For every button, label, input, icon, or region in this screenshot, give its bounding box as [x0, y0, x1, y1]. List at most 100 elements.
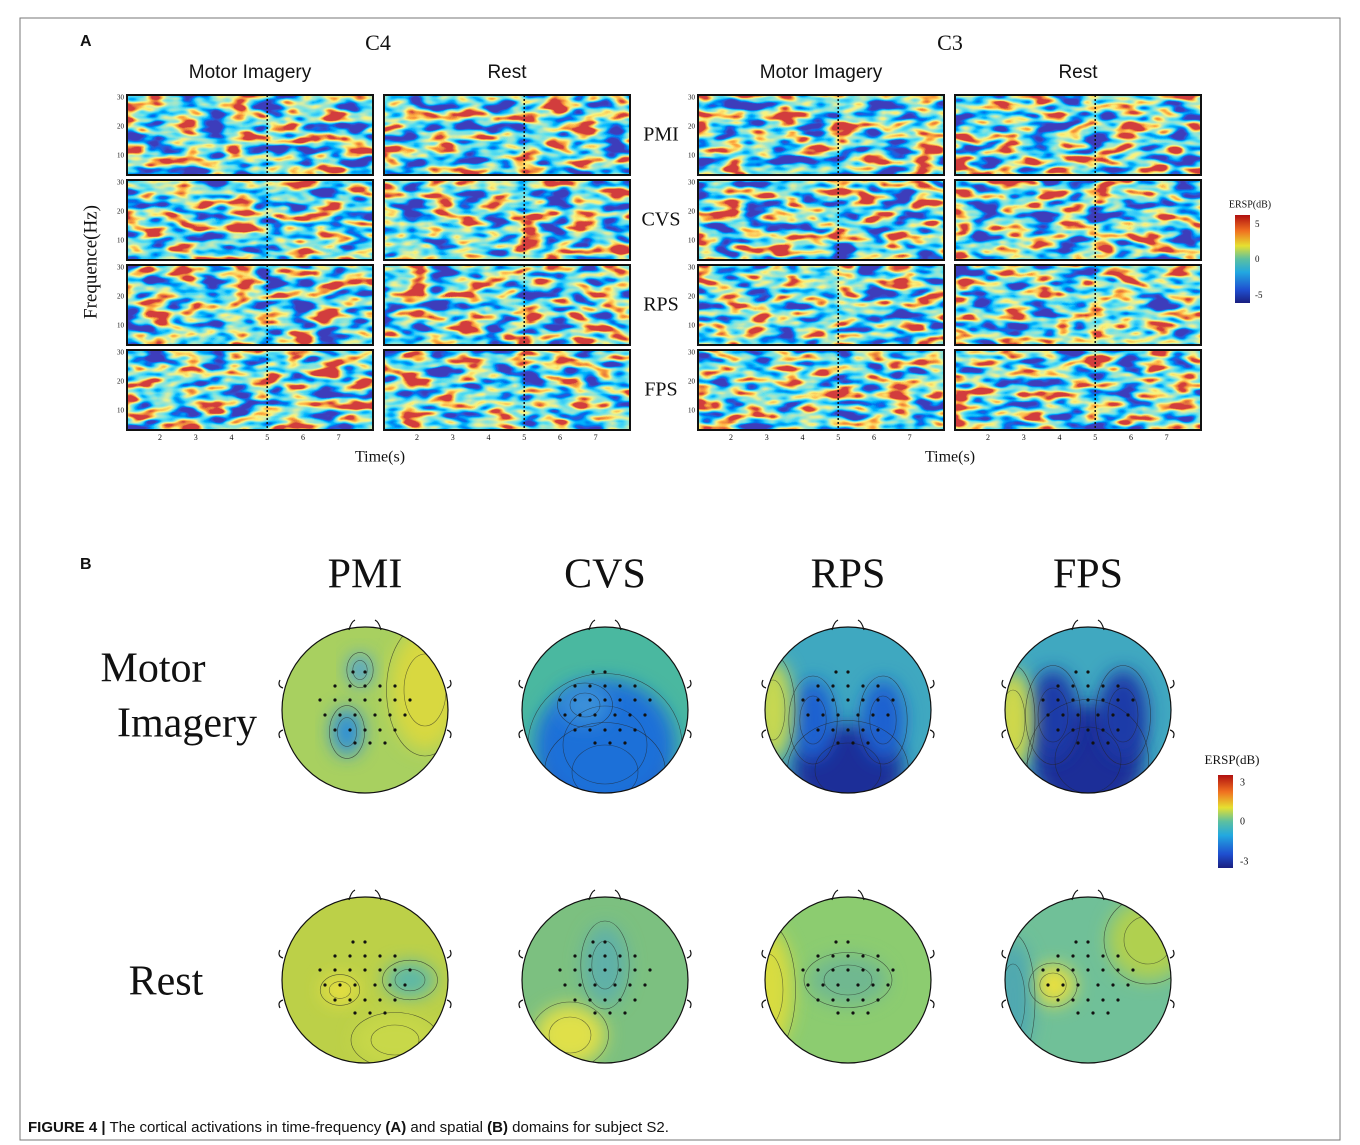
electrode — [603, 684, 606, 687]
electrode — [1111, 983, 1114, 986]
electrode — [378, 684, 381, 687]
electrode — [1116, 698, 1119, 701]
electrode — [1041, 698, 1044, 701]
y-tick-label: 30 — [688, 349, 696, 357]
electrode — [363, 940, 366, 943]
electrode — [393, 954, 396, 957]
electrode — [368, 1011, 371, 1014]
y-tick-label: 10 — [688, 407, 696, 415]
electrode — [876, 728, 879, 731]
electrode — [856, 713, 859, 716]
colorbar-tick: 0 — [1240, 816, 1245, 827]
electrode — [821, 983, 824, 986]
electrode — [333, 698, 336, 701]
electrode — [393, 728, 396, 731]
electrode — [578, 713, 581, 716]
topomap-region — [1031, 965, 1075, 1005]
electrode — [363, 728, 366, 731]
electrode — [886, 983, 889, 986]
x-tick-label: 4 — [229, 433, 233, 442]
condition-title: Rest — [487, 62, 527, 83]
channel-title: C3 — [937, 30, 963, 55]
electrode — [816, 954, 819, 957]
electrode — [1101, 684, 1104, 687]
electrode — [363, 698, 366, 701]
electrode — [1076, 983, 1079, 986]
electrode — [403, 983, 406, 986]
electrode — [1046, 713, 1049, 716]
electrode — [573, 684, 576, 687]
electrode — [588, 968, 591, 971]
x-tick-label: 6 — [872, 433, 876, 442]
electrode — [831, 698, 834, 701]
electrode — [1126, 713, 1129, 716]
topomap-region — [331, 708, 363, 756]
electrode — [588, 698, 591, 701]
electrode — [1074, 940, 1077, 943]
electrode — [363, 684, 366, 687]
x-tick-label: 7 — [594, 433, 598, 442]
x-tick-label: 3 — [1022, 433, 1026, 442]
electrode — [846, 940, 849, 943]
electrode — [643, 983, 646, 986]
electrode — [1111, 713, 1114, 716]
colorbar-tick: 0 — [1255, 254, 1260, 264]
x-tick-label: 2 — [158, 433, 162, 442]
electrode — [1061, 983, 1064, 986]
electrode — [836, 1011, 839, 1014]
topomap — [991, 627, 1171, 821]
electrode — [593, 713, 596, 716]
electrode — [393, 998, 396, 1001]
y-tick-label: 30 — [117, 349, 125, 357]
electrode — [648, 968, 651, 971]
x-tick-label: 3 — [765, 433, 769, 442]
electrode — [1071, 728, 1074, 731]
electrode — [801, 698, 804, 701]
electrode — [1046, 983, 1049, 986]
electrode — [368, 741, 371, 744]
electrode — [816, 998, 819, 1001]
electrode — [871, 713, 874, 716]
electrode — [388, 983, 391, 986]
electrode — [861, 998, 864, 1001]
electrode — [801, 968, 804, 971]
electrode — [573, 968, 576, 971]
condition-title: Motor Imagery — [189, 62, 312, 83]
colorbar — [1235, 215, 1250, 303]
electrode — [588, 728, 591, 731]
topomap — [522, 627, 688, 822]
electrode — [1101, 998, 1104, 1001]
channel-title: C4 — [365, 30, 391, 55]
electrode — [846, 968, 849, 971]
electrode — [816, 728, 819, 731]
electrode — [831, 684, 834, 687]
x-tick-label: 7 — [908, 433, 912, 442]
electrode — [1071, 698, 1074, 701]
electrode — [623, 1011, 626, 1014]
electrode — [333, 684, 336, 687]
electrode — [558, 968, 561, 971]
row-label: PMI — [643, 124, 679, 146]
electrode — [876, 968, 879, 971]
topomap-region — [1098, 670, 1148, 760]
spectrogram — [384, 350, 630, 430]
electrode — [603, 670, 606, 673]
column-title: PMI — [328, 552, 403, 598]
electrode — [876, 998, 879, 1001]
electrode — [363, 998, 366, 1001]
topomap-region — [560, 685, 610, 725]
topomap-region — [1028, 670, 1078, 760]
electrode — [408, 968, 411, 971]
electrode — [866, 1011, 869, 1014]
electrode — [1116, 684, 1119, 687]
electrode — [1056, 728, 1059, 731]
electrode — [876, 698, 879, 701]
electrode — [603, 728, 606, 731]
y-tick-label: 10 — [117, 152, 125, 160]
electrode — [1086, 670, 1089, 673]
electrode — [353, 741, 356, 744]
electrode — [846, 998, 849, 1001]
y-tick-label: 20 — [117, 208, 125, 216]
electrode — [856, 983, 859, 986]
electrode — [831, 728, 834, 731]
